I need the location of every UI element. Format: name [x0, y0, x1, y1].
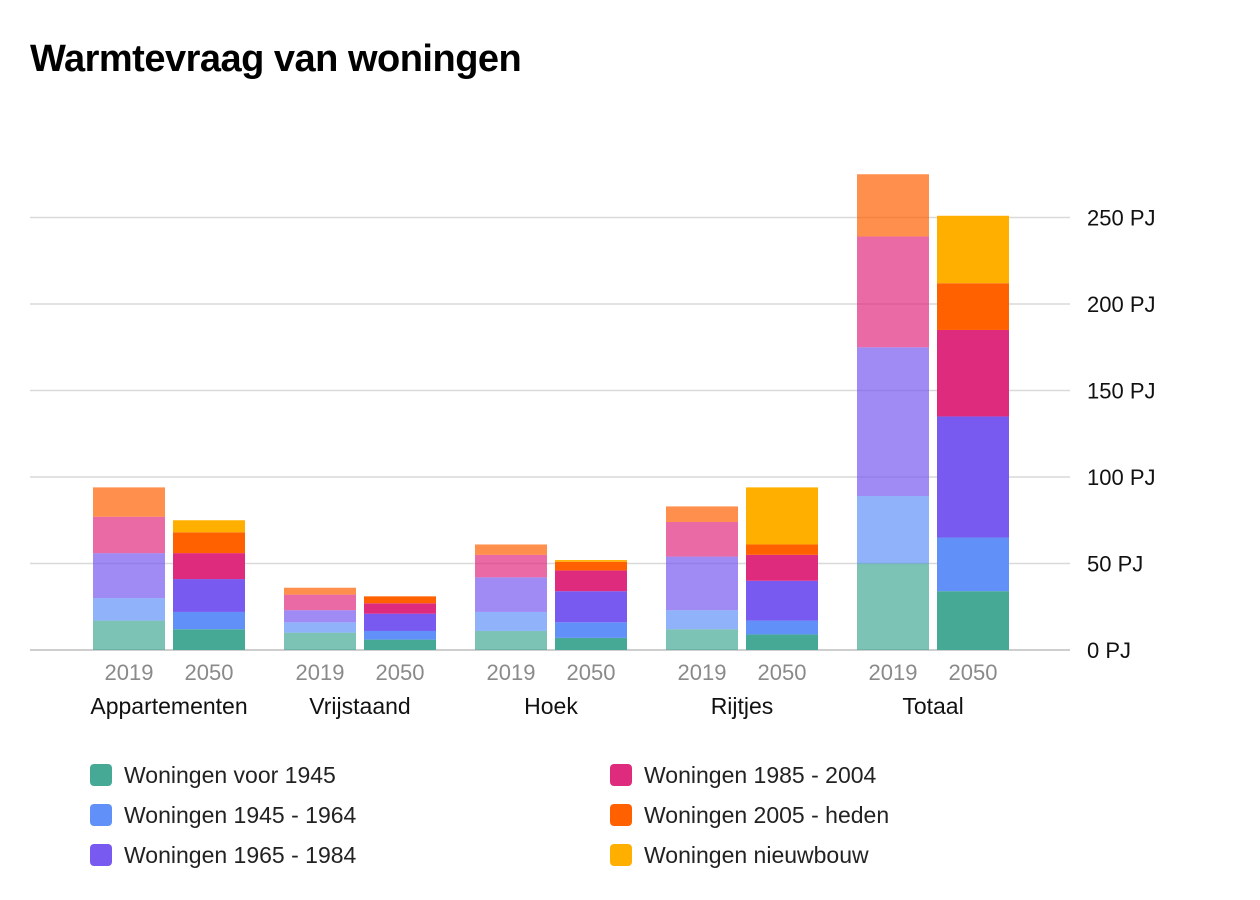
bar-segment: Woningen 1965 - 1984 — Hoek 2019: 20 PJ — [475, 577, 547, 612]
bar-segment: Woningen voor 1945 — Vrijstaand 2019: 10… — [284, 632, 356, 650]
legend-item: Woningen voor 1945 — [90, 755, 610, 795]
x-tick-label: 2019 — [487, 660, 536, 685]
bar-segment: Woningen 2005 - heden — Rijtjes 2050: 6 … — [746, 544, 818, 555]
bar-segment: Woningen 1945 - 1964 — Totaal 2050: 31 P… — [937, 537, 1009, 592]
bar-segment: Woningen nieuwbouw — Rijtjes 2050: 33 PJ — [746, 487, 818, 545]
bar-segment: Woningen 1985 - 2004 — Appartementen 205… — [173, 553, 245, 580]
bar-segment: Woningen 1985 - 2004 — Vrijstaand 2019: … — [284, 594, 356, 611]
y-tick-label: 200 PJ — [1087, 292, 1156, 317]
bar-segment: Woningen 2005 - heden — Hoek 2019: 6 PJ — [475, 544, 547, 555]
bar-segment: Woningen voor 1945 — Appartementen 2050:… — [173, 629, 245, 650]
bar-segment: Woningen nieuwbouw — Totaal 2050: 39 PJ — [937, 215, 1009, 284]
bar-segment: Woningen 2005 - heden — Appartementen 20… — [173, 532, 245, 554]
bar-segment: Woningen voor 1945 — Vrijstaand 2050: 6 … — [364, 639, 436, 650]
group-label: Rijtjes — [711, 693, 774, 719]
legend-swatch — [610, 844, 632, 866]
bar-segment: Woningen 1945 - 1964 — Hoek 2019: 11 PJ — [475, 611, 547, 631]
bar-segment: Woningen 2005 - heden — Totaal 2050: 27 … — [937, 283, 1009, 330]
bar-segment: Woningen voor 1945 — Rijtjes 2019: 12 PJ — [666, 629, 738, 650]
bar-segment: Woningen 1945 - 1964 — Hoek 2050: 9 PJ — [555, 622, 627, 638]
legend-label: Woningen 1985 - 2004 — [644, 761, 877, 788]
bar-segment: Woningen 1945 - 1964 — Vrijstaand 2050: … — [364, 630, 436, 640]
bar-segment: Woningen 2005 - heden — Vrijstaand 2050:… — [364, 596, 436, 604]
legend-item: Woningen 2005 - heden — [610, 795, 990, 835]
bar-segment: Woningen 1985 - 2004 — Totaal 2019: 64 P… — [857, 236, 929, 348]
bar-segment: Woningen 2005 - heden — Totaal 2019: 36 … — [857, 174, 929, 237]
bar-segment: Woningen 1985 - 2004 — Totaal 2050: 50 P… — [937, 329, 1009, 417]
bar-segment: Woningen voor 1945 — Hoek 2019: 11 PJ — [475, 630, 547, 650]
y-tick-label: 250 PJ — [1087, 206, 1156, 231]
bar-segment: Woningen 1985 - 2004 — Rijtjes 2019: 20 … — [666, 521, 738, 557]
legend-swatch — [90, 764, 112, 786]
group-label: Appartementen — [90, 693, 247, 719]
legend-item: Woningen 1945 - 1964 — [90, 795, 610, 835]
legend-swatch — [610, 764, 632, 786]
stacked-bar-chart: 0 PJ 50 PJ 100 PJ 150 PJ 200 PJ 250 PJ Woninge… — [30, 174, 1156, 719]
bar-segment: Woningen 2005 - heden — Hoek 2050: 5 PJ — [555, 561, 627, 571]
legend-swatch — [610, 804, 632, 826]
bar-segment: Woningen 1965 - 1984 — Vrijstaand 2019: … — [284, 610, 356, 623]
legend-item: Woningen 1985 - 2004 — [610, 755, 990, 795]
chart-title: Warmtevraag van woningen — [30, 38, 522, 80]
x-tick-label: 2019 — [296, 660, 345, 685]
group-label: Vrijstaand — [309, 693, 410, 719]
legend-label: Woningen 2005 - heden — [644, 801, 890, 828]
bar-segment: Woningen voor 1945 — Hoek 2050: 7 PJ — [555, 637, 627, 650]
bar-segment: Woningen 1945 - 1964 — Totaal 2019: 39 P… — [857, 496, 929, 564]
bar-segment: Woningen 1965 - 1984 — Appartementen 205… — [173, 579, 245, 612]
bar-segment: Woningen 1985 - 2004 — Hoek 2050: 12 PJ — [555, 570, 627, 592]
legend-label: Woningen 1965 - 1984 — [124, 841, 357, 868]
x-tick-label: 2019 — [869, 660, 918, 685]
y-tick-label: 50 PJ — [1087, 552, 1143, 577]
legend-label: Woningen 1945 - 1964 — [124, 801, 357, 828]
legend-label: Woningen nieuwbouw — [644, 841, 869, 868]
bar-segment: Woningen 2005 - heden — Rijtjes 2019: 9 … — [666, 506, 738, 522]
legend-swatch — [90, 844, 112, 866]
bar-segment: Woningen voor 1945 — Totaal 2019: 50 PJ — [857, 563, 929, 650]
bar-segment: Woningen 2005 - heden — Vrijstaand 2019:… — [284, 587, 356, 595]
bar-segment: Woningen 1945 - 1964 — Rijtjes 2019: 11 … — [666, 610, 738, 630]
bar-segment: Woningen 1945 - 1964 — Vrijstaand 2019: … — [284, 622, 356, 633]
y-tick-label: 100 PJ — [1087, 465, 1156, 490]
x-tick-label: 2019 — [678, 660, 727, 685]
bar-segment: Woningen 1965 - 1984 — Vrijstaand 2050: … — [364, 613, 436, 631]
legend-item: Woningen nieuwbouw — [610, 835, 990, 875]
bar-segment: Woningen voor 1945 — Rijtjes 2050: 9 PJ — [746, 634, 818, 650]
bar-segment: Woningen 1985 - 2004 — Hoek 2019: 13 PJ — [475, 554, 547, 578]
bar-segment: Woningen nieuwbouw — Appartementen 2050:… — [173, 520, 245, 533]
bar-segment: Woningen 1945 - 1964 — Appartementen 205… — [173, 611, 245, 630]
x-tick-label: 2050 — [185, 660, 234, 685]
group-label: Totaal — [902, 693, 963, 719]
bar-segment: Woningen 1985 - 2004 — Appartementen 201… — [93, 516, 165, 554]
x-tick-label: 2050 — [758, 660, 807, 685]
x-tick-label: 2050 — [376, 660, 425, 685]
bar-segment: Woningen 1985 - 2004 — Vrijstaand 2050: … — [364, 603, 436, 614]
x-tick-label: 2050 — [567, 660, 616, 685]
bar-segment: Woningen 1965 - 1984 — Appartementen 201… — [93, 553, 165, 599]
legend-item: Woningen 1965 - 1984 — [90, 835, 610, 875]
bar-segment: Woningen 1965 - 1984 — Hoek 2050: 18 PJ — [555, 591, 627, 623]
bar-segment: Woningen 1965 - 1984 — Rijtjes 2019: 31 … — [666, 556, 738, 611]
bar-segment: Woningen 1965 - 1984 — Totaal 2050: 70 P… — [937, 416, 1009, 538]
legend-swatch — [90, 804, 112, 826]
bar-segment: Woningen 1965 - 1984 — Rijtjes 2050: 23 … — [746, 580, 818, 621]
bar-segment: Woningen 1945 - 1964 — Rijtjes 2050: 8 P… — [746, 620, 818, 635]
legend-label: Woningen voor 1945 — [124, 761, 336, 788]
x-tick-label: 2050 — [949, 660, 998, 685]
x-tick-label: 2019 — [105, 660, 154, 685]
bar-segment: Woningen voor 1945 — Totaal 2050: 34 PJ — [937, 591, 1009, 650]
bar-segment: Woningen nieuwbouw — Hoek 2050: 1 PJ — [555, 560, 627, 562]
y-tick-label: 0 PJ — [1087, 638, 1131, 663]
chart-legend: Woningen voor 1945 Woningen 1945 - 1964 Wo… — [90, 755, 990, 875]
bar-segment: Woningen 1945 - 1964 — Appartementen 201… — [93, 598, 165, 621]
bar-segment: Woningen voor 1945 — Appartementen 2019:… — [93, 620, 165, 650]
bar-segment: Woningen 1985 - 2004 — Rijtjes 2050: 15 … — [746, 554, 818, 581]
y-tick-label: 150 PJ — [1087, 379, 1156, 404]
bar-segment: Woningen 2005 - heden — Appartementen 20… — [93, 487, 165, 517]
bar-segment: Woningen 1965 - 1984 — Totaal 2019: 86 P… — [857, 347, 929, 497]
group-label: Hoek — [524, 693, 578, 719]
